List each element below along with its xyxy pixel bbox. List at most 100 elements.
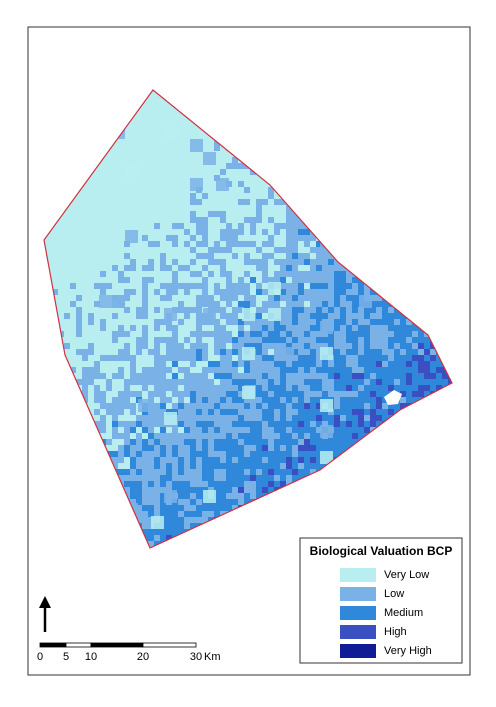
raster-patch — [164, 308, 177, 321]
raster-patch — [190, 178, 203, 191]
raster-cell — [160, 319, 166, 325]
raster-cell — [292, 409, 298, 415]
raster-cell — [340, 355, 346, 361]
raster-cell — [178, 493, 184, 499]
raster-cell — [292, 475, 298, 481]
raster-cell — [202, 355, 208, 361]
raster-cell — [190, 487, 196, 493]
raster-cell — [304, 367, 310, 373]
raster-cell — [268, 187, 274, 193]
raster-cell — [244, 373, 250, 379]
raster-cell — [406, 325, 412, 331]
raster-cell — [160, 439, 166, 445]
raster-cell — [370, 349, 376, 355]
raster-cell — [130, 373, 136, 379]
raster-cell — [196, 295, 202, 301]
raster-cell — [286, 391, 292, 397]
raster-cell — [334, 331, 340, 337]
raster-cell — [238, 481, 244, 487]
raster-cell — [202, 505, 208, 511]
raster-cell — [286, 259, 292, 265]
raster-cell — [304, 433, 310, 439]
raster-cell — [304, 313, 310, 319]
raster-cell — [76, 295, 82, 301]
raster-cell — [334, 427, 340, 433]
raster-cell — [118, 457, 124, 463]
raster-cell — [250, 475, 256, 481]
raster-cell — [154, 223, 160, 229]
raster-cell — [406, 349, 412, 355]
raster-cell — [196, 307, 202, 313]
raster-cell — [286, 385, 292, 391]
raster-cell — [298, 259, 304, 265]
raster-cell — [220, 271, 226, 277]
raster-cell — [244, 295, 250, 301]
raster-cell — [304, 295, 310, 301]
raster-cell — [340, 319, 346, 325]
raster-cell — [322, 265, 328, 271]
raster-cell — [172, 511, 178, 517]
raster-cell — [424, 349, 430, 355]
raster-cell — [196, 505, 202, 511]
raster-cell — [190, 247, 196, 253]
raster-cell — [100, 391, 106, 397]
raster-cell — [316, 247, 322, 253]
raster-cell — [268, 469, 274, 475]
raster-cell — [244, 361, 250, 367]
raster-cell — [244, 319, 250, 325]
raster-cell — [214, 385, 220, 391]
raster-cell — [304, 439, 310, 445]
raster-cell — [340, 439, 346, 445]
raster-cell — [184, 391, 190, 397]
raster-cell — [226, 391, 232, 397]
raster-cell — [208, 295, 214, 301]
raster-cell — [256, 217, 262, 223]
raster-cell — [142, 517, 148, 523]
raster-cell — [178, 367, 184, 373]
raster-cell — [394, 331, 400, 337]
raster-cell — [190, 433, 196, 439]
raster-patch — [203, 152, 216, 165]
raster-cell — [154, 529, 160, 535]
raster-cell — [148, 475, 154, 481]
raster-cell — [130, 325, 136, 331]
raster-cell — [388, 307, 394, 313]
raster-cell — [190, 415, 196, 421]
raster-cell — [196, 457, 202, 463]
raster-cell — [418, 331, 424, 337]
raster-cell — [160, 295, 166, 301]
raster-cell — [262, 379, 268, 385]
raster-cell — [286, 463, 292, 469]
raster-cell — [262, 409, 268, 415]
raster-cell — [232, 433, 238, 439]
raster-cell — [214, 289, 220, 295]
raster-cell — [340, 409, 346, 415]
raster-cell — [292, 391, 298, 397]
raster-cell — [346, 277, 352, 283]
raster-cell — [340, 265, 346, 271]
raster-cell — [382, 409, 388, 415]
raster-cell — [256, 481, 262, 487]
raster-cell — [286, 247, 292, 253]
raster-cell — [298, 379, 304, 385]
raster-cell — [316, 283, 322, 289]
raster-cell — [172, 391, 178, 397]
raster-cell — [310, 361, 316, 367]
raster-cell — [280, 271, 286, 277]
raster-cell — [226, 409, 232, 415]
raster-cell — [442, 373, 448, 379]
raster-cell — [304, 271, 310, 277]
raster-cell — [148, 391, 154, 397]
raster-cell — [208, 331, 214, 337]
raster-cell — [340, 427, 346, 433]
raster-cell — [280, 397, 286, 403]
raster-cell — [298, 325, 304, 331]
raster-cell — [166, 535, 172, 541]
raster-cell — [328, 361, 334, 367]
raster-cell — [214, 445, 220, 451]
scale-segment — [65, 642, 92, 648]
excluded-area — [384, 390, 402, 405]
raster-patch — [320, 347, 333, 360]
raster-cell — [196, 217, 202, 223]
raster-cell — [172, 403, 178, 409]
